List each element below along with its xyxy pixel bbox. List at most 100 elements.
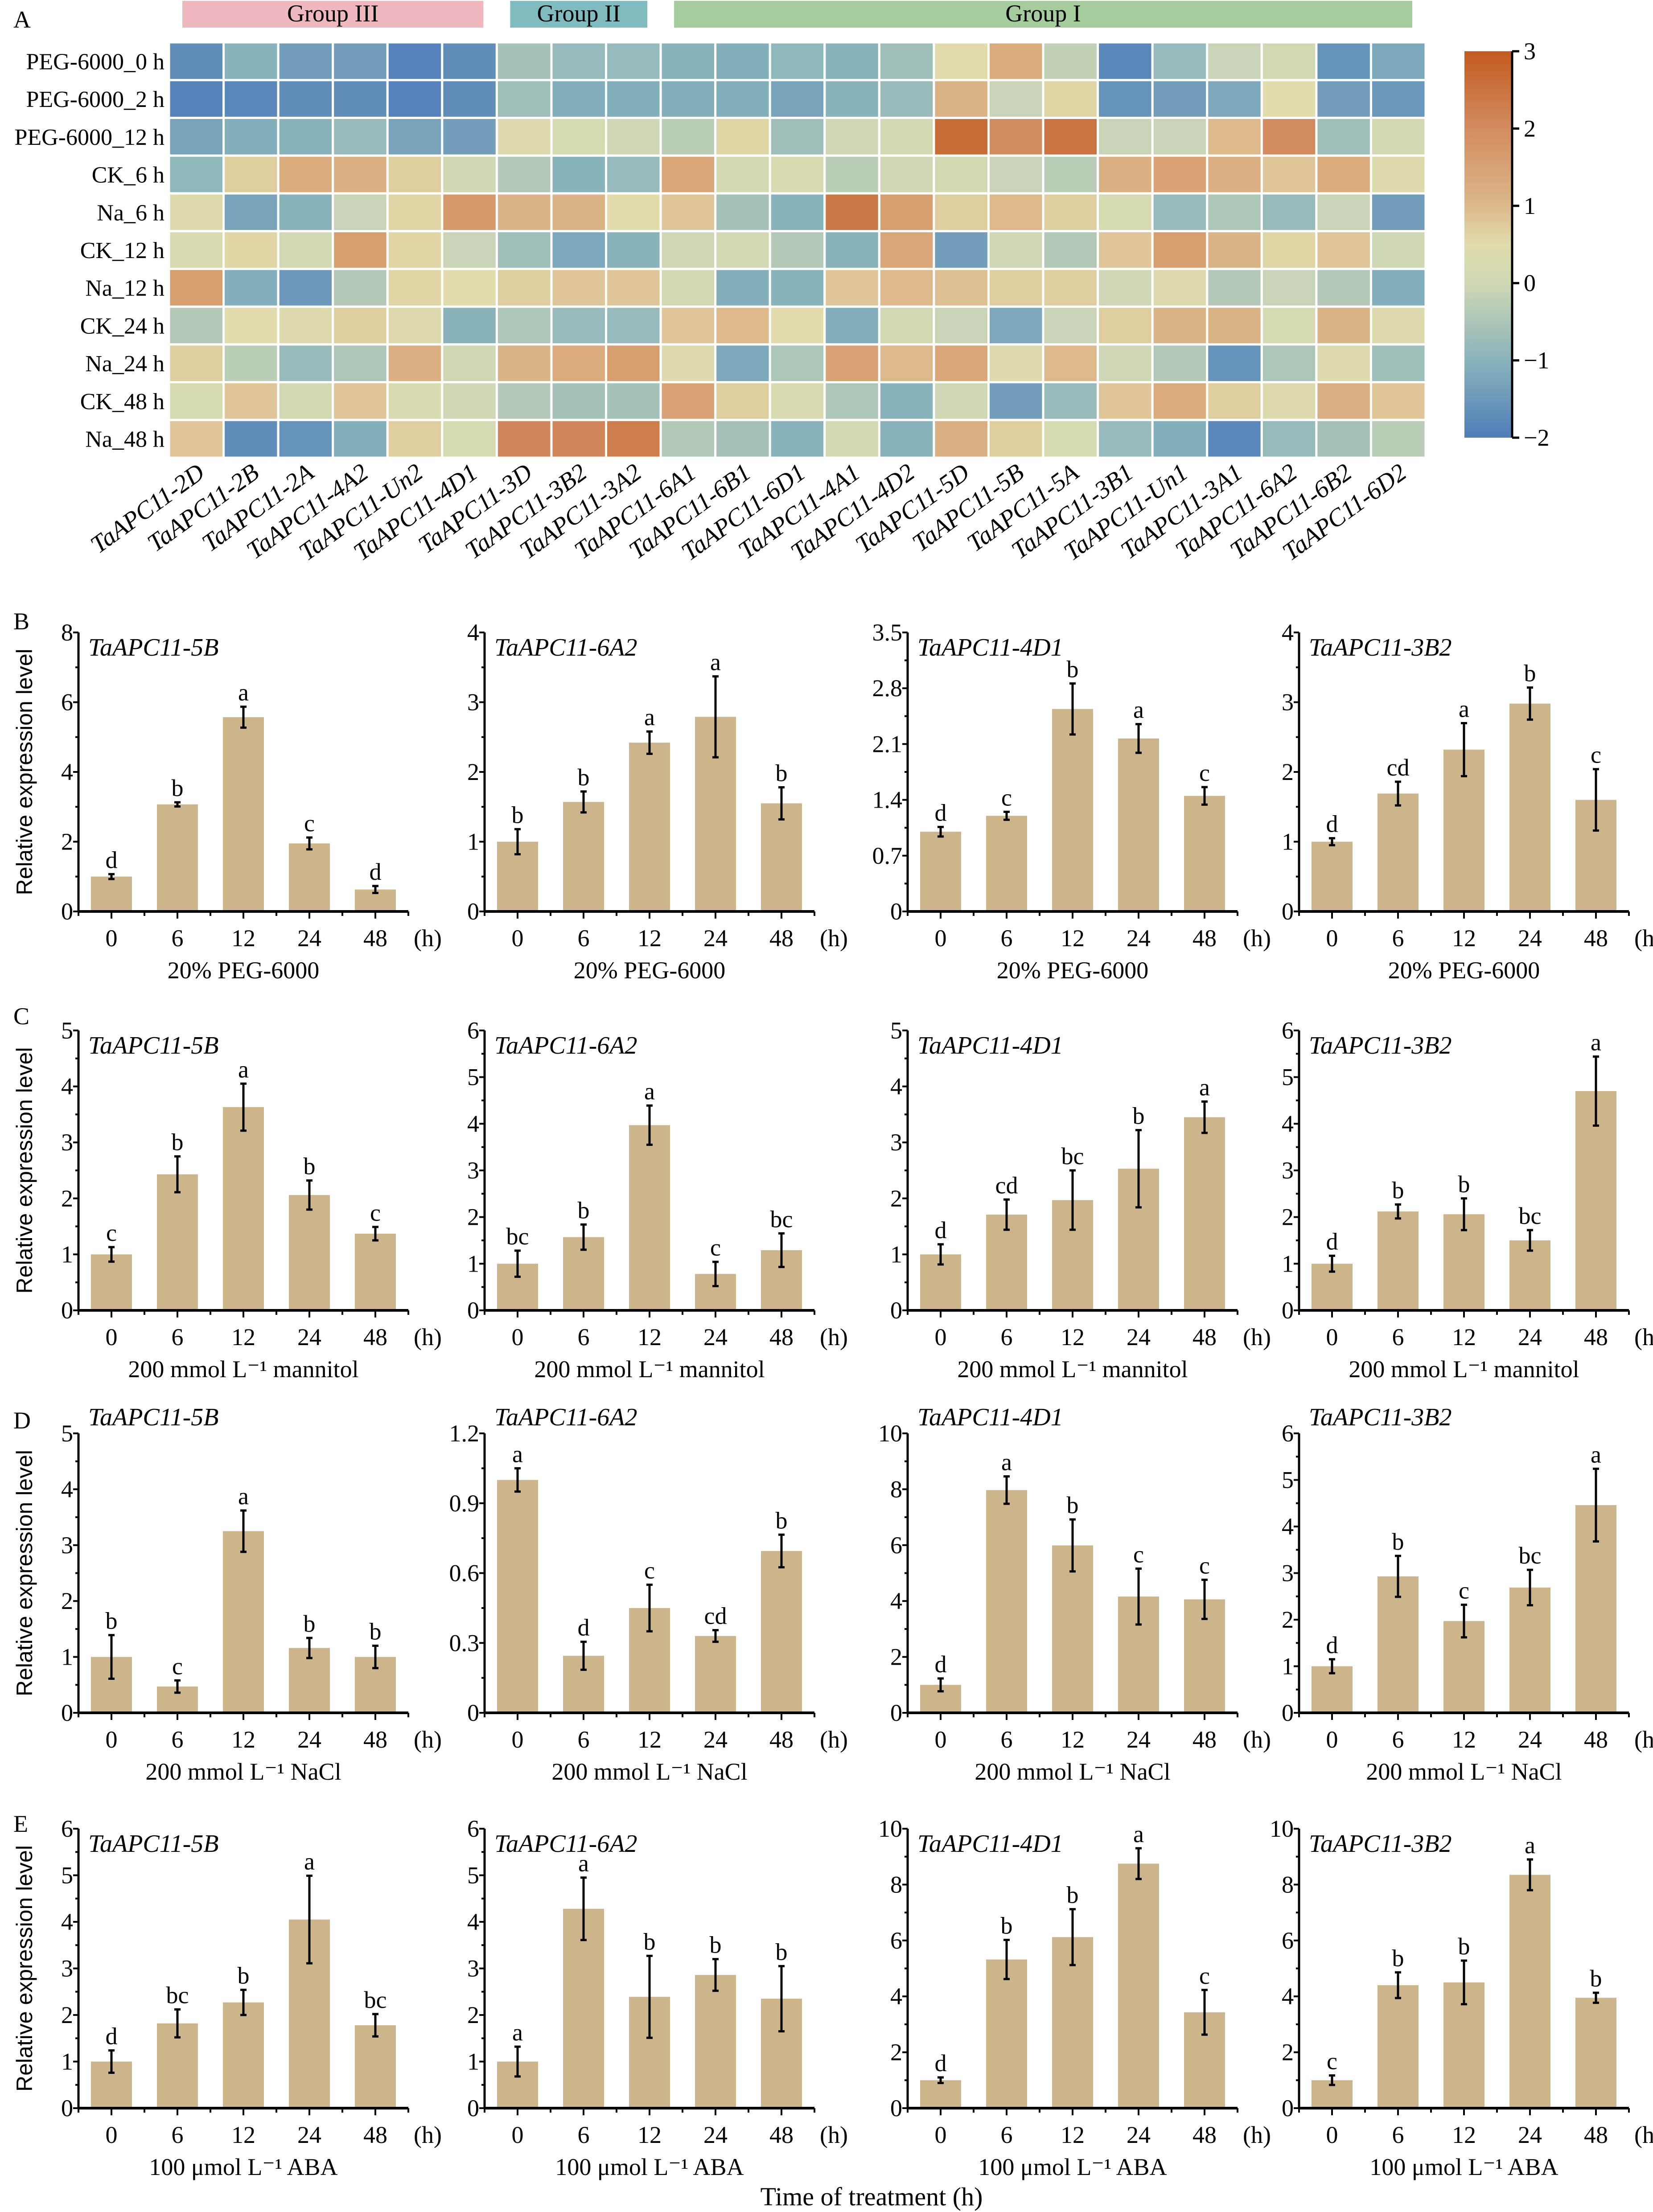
gene-title: TaAPC11-4D1 [917,1830,1063,1858]
panel-label-a: A [13,6,31,33]
heatmap-cell [987,79,1044,119]
bar [761,803,802,911]
heatmap-cell [769,381,826,421]
significance-letter: b [1001,1912,1013,1939]
heatmap-cell [1369,381,1427,421]
bar [986,1490,1027,1713]
y-tick-label: 3 [1282,1157,1294,1184]
y-tick-label: 6 [61,689,73,716]
significance-letter: b [1458,1933,1470,1960]
significance-letter: c [370,1199,381,1226]
x-unit-label: (h) [1243,1726,1271,1753]
significance-letter: d [935,2050,947,2077]
x-tick-label: 0 [106,2122,118,2148]
heatmap-cell [168,192,225,233]
heatmap-cell [168,381,225,421]
x-tick-label: 48 [363,1726,387,1753]
colorbar-tick-label: 2 [1524,115,1536,142]
x-tick-label: 24 [297,925,321,952]
heatmap-cell [1260,79,1318,119]
x-unit-label: (h) [1243,2122,1271,2148]
group-label: Group III [287,0,378,27]
y-tick-label: 4 [467,619,479,646]
heatmap-cell [277,305,334,346]
y-tick-label: 4 [61,1476,73,1502]
y-tick-label: 0 [1282,2095,1294,2122]
x-tick-label: 24 [1127,1324,1151,1350]
heatmap-cell [1315,116,1372,157]
x-tick-label: 24 [1127,2122,1151,2148]
heatmap-cell [1369,79,1427,119]
heatmap-row-label: CK_24 h [80,313,164,339]
heatmap-cell [1206,381,1263,421]
heatmap-cell [1206,230,1263,270]
heatmap-cell [1260,419,1318,459]
heatmap-cell [550,305,608,346]
x-unit-label: (h) [414,1726,442,1753]
heatmap-cell [1206,41,1263,82]
x-axis-title: 100 μmol L⁻¹ ABA [149,2154,337,2180]
heatmap-cell [1315,267,1372,308]
heatmap-cell [823,41,880,82]
heatmap-cell [878,79,935,119]
y-axis-title: Relative expression level [12,1450,37,1696]
y-tick-label: 0 [467,898,479,925]
heatmap-cell [1260,116,1318,157]
x-tick-label: 48 [1584,925,1608,952]
heatmap-cell [1260,230,1318,270]
heatmap-cell [1042,116,1099,157]
y-tick-label: 6 [890,1532,902,1559]
heatmap-cell [823,230,880,270]
significance-letter: bc [1519,1202,1542,1229]
heatmap-cell [1151,381,1209,421]
heatmap-cell [1097,419,1154,459]
y-tick-label: 0 [61,898,73,925]
heatmap-cell [277,343,334,384]
heatmap-cell [441,79,498,119]
x-tick-label: 24 [703,2122,728,2148]
significance-letter: a [1591,1441,1601,1468]
colorbar-tick-label: −2 [1524,424,1549,451]
y-tick-label: 6 [61,1815,73,1842]
colorbar-tick-label: 0 [1524,270,1536,296]
bar [1052,1545,1093,1713]
x-tick-label: 6 [1392,1726,1404,1753]
heatmap-cell [605,192,662,233]
x-tick-label: 24 [1518,1726,1542,1753]
heatmap-cell [550,79,608,119]
y-tick-label: 2 [61,1185,73,1212]
x-tick-label: 24 [1518,1324,1542,1350]
heatmap-cell [605,381,662,421]
x-axis-title: 200 mmol L⁻¹ mannitol [957,1356,1188,1383]
heatmap-cell [550,192,608,233]
heatmap-cell [605,41,662,82]
x-unit-label: (h) [1634,2122,1653,2148]
x-tick-label: 0 [106,1726,118,1753]
x-axis-title: 20% PEG-6000 [1388,957,1540,984]
heatmap-cell [1151,343,1209,384]
heatmap-cell [550,154,608,195]
heatmap-cell [933,116,990,157]
x-tick-label: 48 [363,2122,387,2148]
heatmap-cell [933,192,990,233]
heatmap-cell [1315,381,1372,421]
significance-letter: d [578,1614,590,1641]
heatmap-cell [987,267,1044,308]
bar [1575,1998,1616,2108]
heatmap-cell [168,230,225,270]
heatmap-cell [222,419,280,459]
heatmap-cell [1042,154,1099,195]
heatmap-cell [605,305,662,346]
significance-letter: cd [704,1603,727,1629]
panel-label-c: C [13,1003,29,1030]
heatmap-cell [605,267,662,308]
x-tick-label: 6 [1001,1324,1013,1350]
heatmap-cell [168,419,225,459]
heatmap-cell [386,154,444,195]
significance-letter: bc [364,1986,387,2013]
heatmap-cell [878,116,935,157]
